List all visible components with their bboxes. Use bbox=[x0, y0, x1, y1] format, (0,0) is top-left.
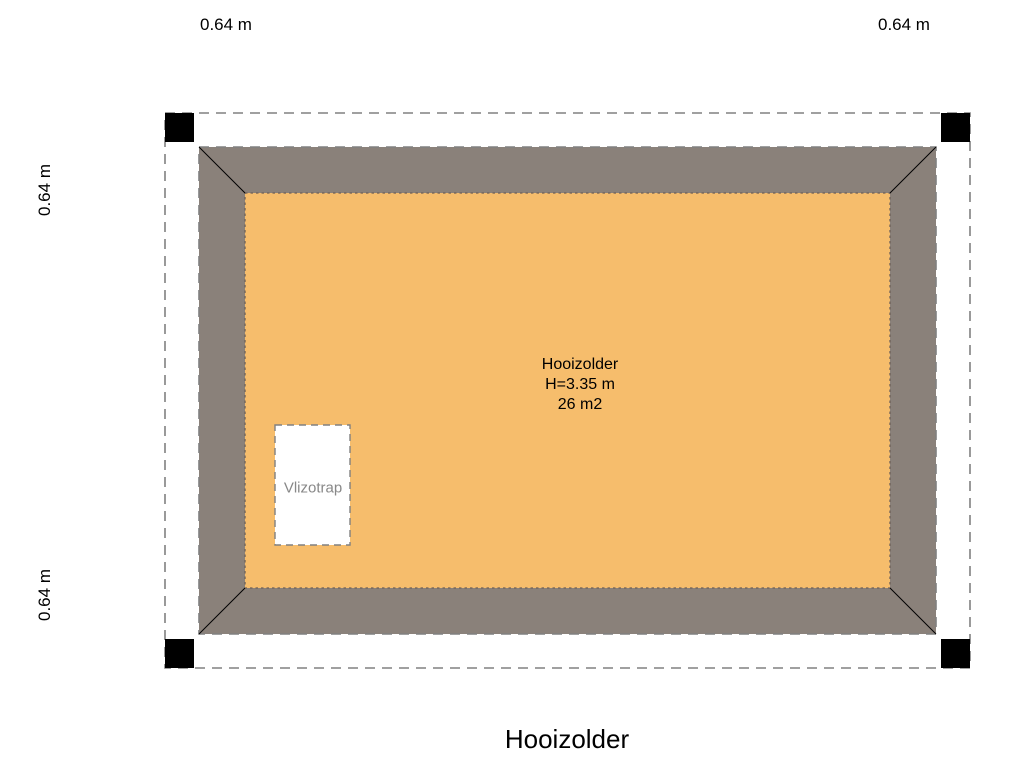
room-height: H=3.35 m bbox=[542, 375, 618, 395]
page-title: Hooizolder bbox=[505, 724, 629, 755]
room-name: Hooizolder bbox=[542, 355, 618, 375]
floor-plan-svg bbox=[0, 0, 1024, 768]
dimension-top-left: 0.64 m bbox=[200, 15, 252, 35]
feature-label: Vlizotrap bbox=[284, 480, 342, 497]
dimension-left-bottom: 0.64 m bbox=[35, 569, 55, 621]
room-label: Hooizolder H=3.35 m 26 m2 bbox=[542, 355, 618, 415]
dimension-left-top: 0.64 m bbox=[35, 164, 55, 216]
dimension-top-right: 0.64 m bbox=[878, 15, 930, 35]
room-area: 26 m2 bbox=[542, 395, 618, 415]
